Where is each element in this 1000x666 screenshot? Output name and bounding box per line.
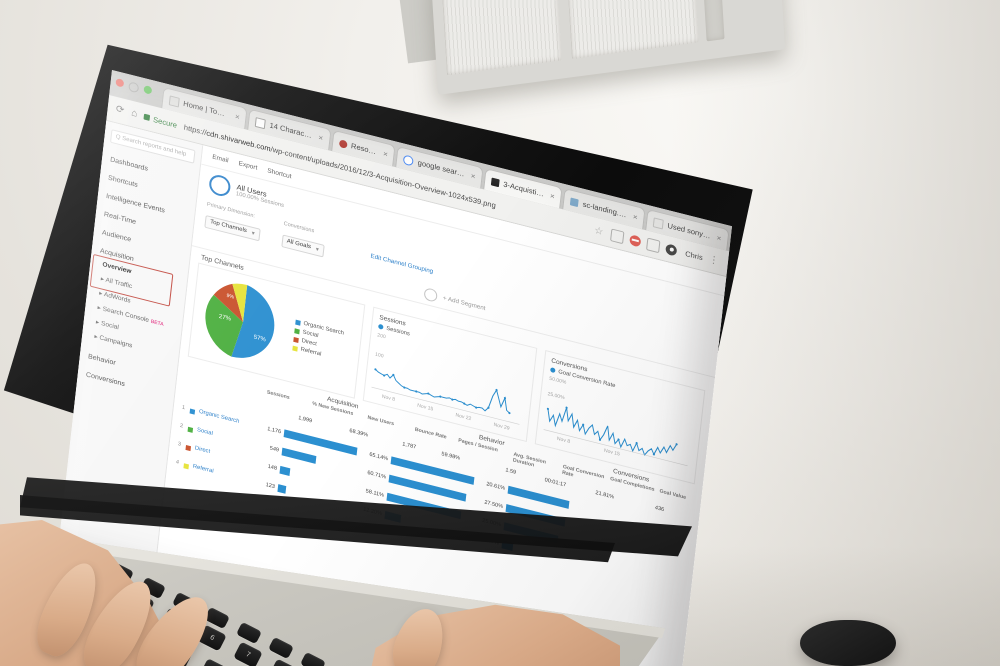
profile-avatar[interactable] — [665, 242, 678, 257]
lock-icon — [143, 113, 151, 122]
kebab-menu-icon[interactable]: ⋮ — [708, 253, 720, 267]
conversions-value: All Goals — [286, 238, 312, 251]
sessions-bar — [279, 465, 291, 477]
sidebar-item-label: Behavior — [87, 353, 116, 367]
legend-swatch — [294, 327, 300, 334]
sessions-bar — [277, 484, 287, 494]
google-analytics-app: Q Search reports and help Dashboards Sho… — [57, 120, 727, 666]
mouse-device — [800, 620, 896, 666]
export-button[interactable]: Export — [238, 160, 258, 172]
row-sessions: 1,176 — [266, 426, 282, 436]
row-sessions: 148 — [267, 463, 278, 472]
laptop-screen: Home | Tom Hopk × 14 Characteristic × Re… — [57, 70, 732, 666]
svg-text:9%: 9% — [226, 292, 235, 300]
home-icon[interactable]: ⌂ — [130, 107, 138, 120]
browser-window: Home | Tom Hopk × 14 Characteristic × Re… — [57, 70, 732, 666]
beta-badge: BETA — [150, 318, 164, 328]
maximize-window-button[interactable] — [143, 85, 153, 95]
security-label: Secure — [152, 114, 178, 130]
legend-label: Social — [302, 329, 319, 340]
sessions-line-chart — [371, 367, 520, 425]
sidebar-item-label: Shortcuts — [107, 174, 139, 189]
pie-legend: Organic Search Social Direct Referral — [292, 319, 344, 363]
legend-swatch — [378, 323, 384, 330]
desk-shadow-right — [670, 0, 1000, 666]
legend-swatch — [292, 345, 298, 352]
page-icon — [255, 116, 267, 129]
security-indicator: Secure — [143, 112, 178, 130]
add-segment-icon — [423, 286, 438, 303]
conversions-chart-card: Conversions Goal Conversion Rate 50.00% … — [534, 349, 706, 484]
ga-main-content: Email Export Shortcut All Users 100.00% … — [154, 145, 727, 666]
row-bounce: 65.14% — [369, 451, 389, 463]
row-goal-rate: 20.61% — [486, 481, 506, 492]
email-button[interactable]: Email — [211, 153, 229, 165]
url-scheme: https:// — [183, 122, 207, 137]
adblock-icon[interactable] — [629, 233, 642, 248]
key-8[interactable]: 8 — [269, 658, 299, 666]
legend-swatch — [293, 336, 299, 343]
key-label: 7 — [244, 650, 252, 660]
sessions-chart-card: Sessions Sessions 200 100 — [362, 306, 538, 442]
chevron-down-icon: ▾ — [315, 246, 320, 253]
top-channels-pie-card: 57% 27% 9% Organic Search Social Direct … — [187, 262, 366, 399]
chevron-down-icon: ▾ — [251, 230, 256, 237]
legend-swatch — [295, 319, 301, 326]
window-controls[interactable] — [115, 77, 153, 97]
sidebar-item-label: Social — [100, 319, 120, 331]
pie-chart: 57% 27% 9% — [205, 283, 275, 358]
conversions-line-chart — [543, 406, 688, 466]
close-tab-icon[interactable]: × — [470, 171, 476, 182]
sidebar-item-label: Audience — [101, 229, 132, 244]
close-tab-icon[interactable]: × — [632, 212, 639, 223]
globe-icon — [338, 138, 348, 149]
row-bounce: 58.11% — [365, 488, 385, 499]
key-f9[interactable] — [300, 651, 326, 666]
row-sessions: 123 — [265, 481, 276, 491]
google-icon — [403, 154, 415, 167]
extension2-icon[interactable] — [646, 237, 661, 253]
close-tab-icon[interactable]: × — [549, 191, 556, 202]
key-label: 6 — [208, 633, 216, 643]
key-f7[interactable] — [236, 621, 262, 645]
svg-text:57%: 57% — [253, 334, 266, 343]
tab-title: 3-Acquistion-Ov — [502, 179, 545, 199]
profile-name: Chris — [684, 248, 704, 262]
page-icon — [653, 216, 665, 230]
svg-text:27%: 27% — [219, 313, 232, 322]
key-7[interactable]: 7 — [233, 641, 263, 666]
close-tab-icon[interactable]: × — [382, 149, 389, 160]
close-tab-icon[interactable]: × — [716, 233, 722, 244]
close-window-button[interactable] — [115, 77, 125, 88]
all-users-ring-icon — [208, 172, 232, 199]
page-icon — [168, 94, 180, 108]
charts-row-top: 57% 27% 9% Organic Search Social Direct … — [180, 260, 714, 486]
key-y[interactable]: Y — [198, 658, 232, 666]
extension-icon[interactable] — [610, 228, 625, 244]
close-tab-icon[interactable]: × — [234, 111, 241, 122]
image-icon — [490, 177, 500, 187]
shortcut-button[interactable]: Shortcut — [266, 167, 292, 181]
image-icon — [570, 197, 580, 207]
close-tab-icon[interactable]: × — [317, 132, 324, 143]
key-f8[interactable] — [268, 636, 294, 660]
tab-title: Resources — [350, 141, 378, 157]
legend-label: Direct — [301, 338, 318, 348]
legend-swatch — [550, 367, 556, 374]
sidebar-item-label: Real-Time — [103, 211, 137, 227]
minimize-window-button[interactable] — [128, 81, 140, 94]
reload-icon[interactable]: ⟳ — [115, 103, 125, 117]
sidebar-item-label: Conversions — [85, 371, 126, 389]
row-sessions: 549 — [269, 445, 280, 454]
row-bounce: 60.71% — [366, 470, 387, 481]
edit-channel-grouping-link[interactable]: Edit Channel Grouping — [370, 252, 434, 275]
star-icon[interactable]: ☆ — [593, 224, 604, 238]
